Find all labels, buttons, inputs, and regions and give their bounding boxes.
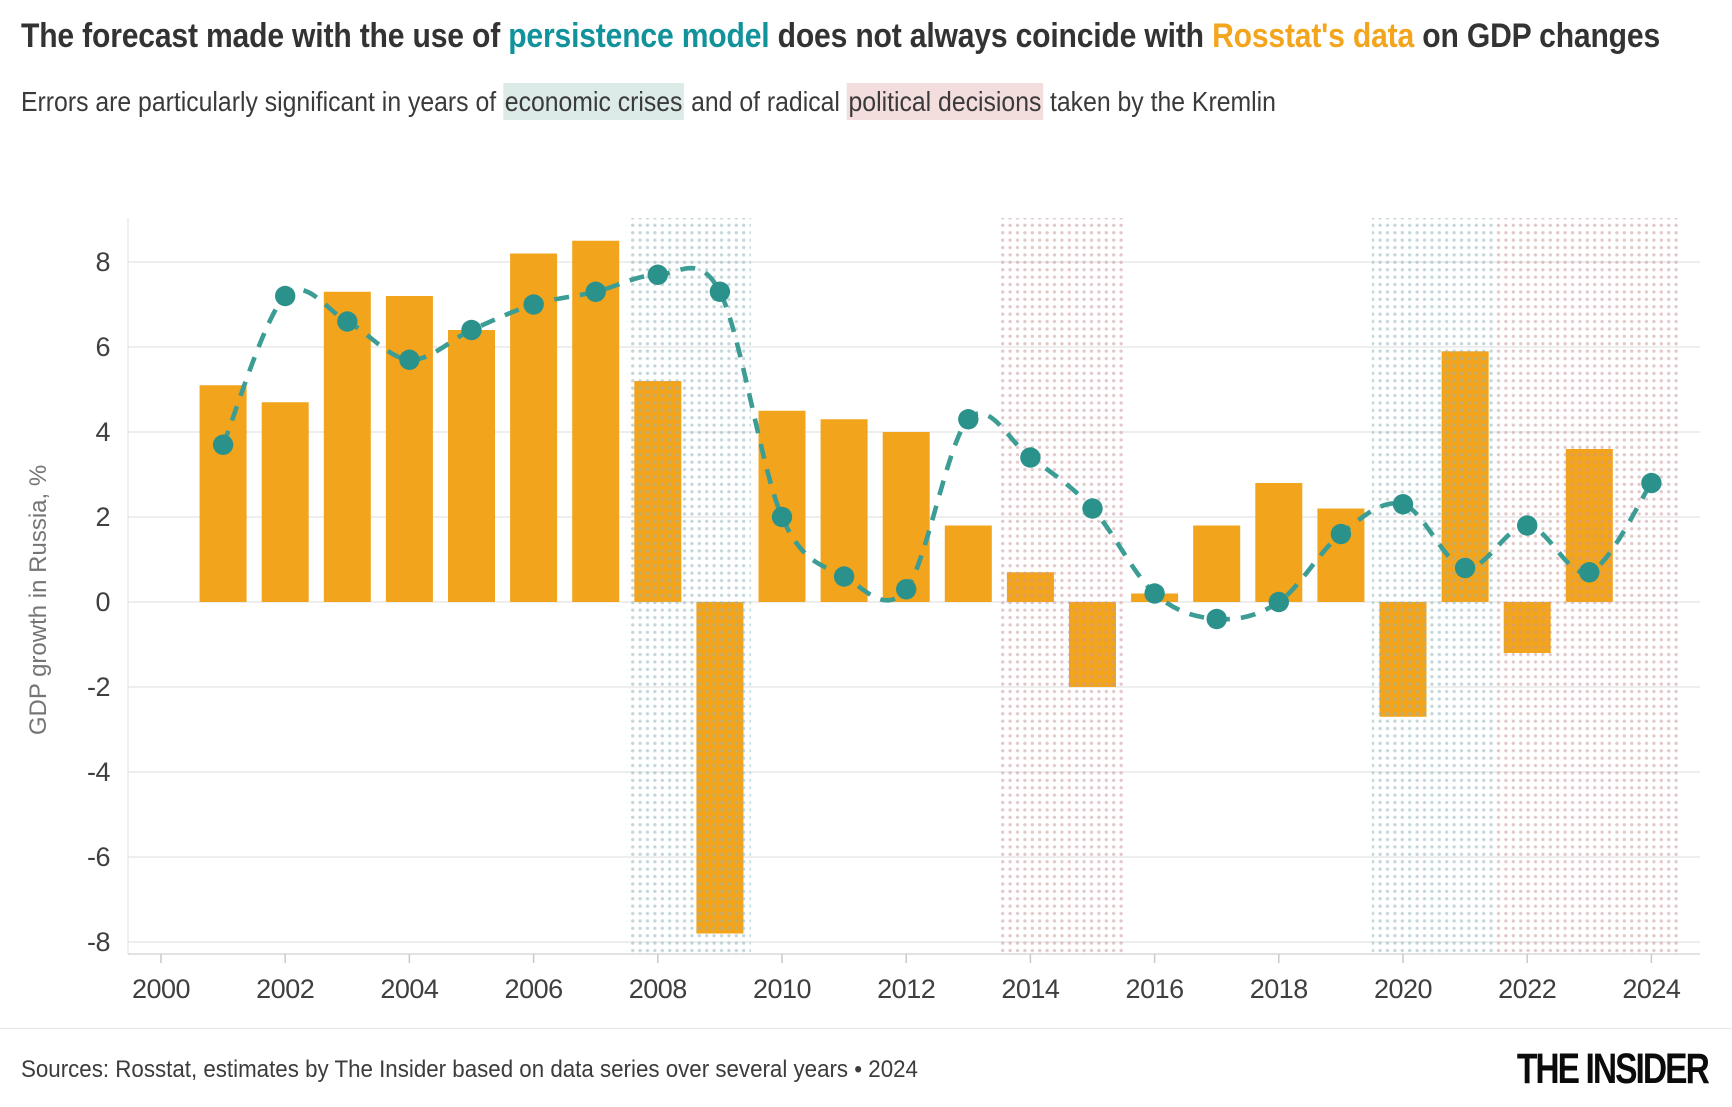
y-tick-label--6: -6	[87, 842, 110, 872]
forecast-point-2001	[212, 434, 234, 455]
x-tick-label-2018: 2018	[1250, 974, 1308, 1004]
x-tick-label-2024: 2024	[1622, 974, 1681, 1004]
y-tick-label--4: -4	[87, 757, 110, 787]
x-tick-label-2012: 2012	[877, 974, 935, 1004]
forecast-point-2003	[337, 311, 358, 332]
event-regions	[626, 218, 1680, 954]
forecast-point-2015	[1082, 498, 1103, 519]
forecast-point-2004	[399, 349, 420, 370]
title-text: does not always coincide with	[769, 17, 1213, 55]
bar-2004	[385, 296, 433, 602]
sources-text: Sources: Rosstat, estimates by The Insid…	[21, 1055, 918, 1083]
title-rosstat-data: Rosstat's data	[1212, 17, 1415, 55]
forecast-point-2009	[709, 281, 731, 302]
x-tick-label-2022: 2022	[1498, 974, 1556, 1004]
forecast-point-2006	[523, 294, 544, 315]
header: The forecast made with the use of persis…	[21, 12, 1732, 121]
forecast-point-2018	[1268, 591, 1290, 613]
forecast-point-2010	[771, 506, 793, 528]
y-tick-label-6: 6	[95, 332, 110, 362]
crisis-region-3	[1371, 218, 1497, 954]
bar-2010	[758, 410, 806, 602]
crisis-region-1	[626, 218, 751, 954]
x-tick-label-2016: 2016	[1126, 974, 1184, 1004]
bar-2012	[882, 432, 930, 602]
forecast-point-2022	[1517, 515, 1538, 536]
forecast-point-2020	[1392, 494, 1414, 515]
political-region-2	[999, 218, 1124, 954]
x-tick-label-2008: 2008	[629, 974, 687, 1004]
x-axis: 2000 2002 2004 2006 2008 2010 2012 2014 2016 2018…	[128, 953, 1700, 1004]
forecast-line-group	[212, 264, 1662, 630]
forecast-point-2023	[1579, 562, 1600, 583]
y-tick-label--2: -2	[87, 672, 110, 702]
political-region-4	[1496, 218, 1680, 954]
forecast-point-2021	[1454, 557, 1476, 579]
bar-2001	[199, 385, 247, 602]
the-insider-logo: THE INSIDER	[1516, 1045, 1710, 1093]
forecast-point-2002	[275, 285, 296, 307]
bar-2005	[448, 330, 495, 602]
x-tick-label-2020: 2020	[1374, 974, 1432, 1004]
x-tick-label-2006: 2006	[505, 974, 563, 1004]
title-text: The forecast made with the use of	[21, 17, 509, 55]
forecast-point-2013	[958, 409, 979, 430]
forecast-point-2007	[585, 281, 606, 302]
subtitle-economic-crises-highlight: economic crises	[503, 83, 685, 121]
y-tick-label-4: 4	[95, 417, 110, 447]
footer: Sources: Rosstat, estimates by The Insid…	[0, 1028, 1732, 1094]
subtitle-political-decisions-highlight: political decisions	[846, 83, 1044, 121]
bar-2003	[323, 291, 371, 602]
forecast-point-2008	[647, 264, 668, 285]
bar-2002	[261, 402, 309, 602]
y-tick-label-0: 0	[95, 587, 110, 617]
forecast-point-2017	[1206, 608, 1227, 630]
title-text: on GDP changes	[1414, 17, 1661, 55]
y-tick-label-2: 2	[95, 502, 110, 532]
x-tick-label-2014: 2014	[1001, 974, 1060, 1004]
x-tick-label-2010: 2010	[753, 974, 811, 1004]
x-tick-label-2000: 2000	[132, 974, 190, 1004]
forecast-point-2014	[1020, 447, 1041, 468]
bar-2017	[1193, 525, 1241, 602]
page-subtitle: Errors are particularly significant in y…	[21, 83, 1732, 121]
forecast-point-2019	[1330, 523, 1352, 545]
x-tick-label-2004: 2004	[380, 974, 439, 1004]
y-tick-label--8: -8	[87, 927, 110, 957]
subtitle-text: Errors are particularly significant in y…	[21, 86, 504, 118]
subtitle-text: taken by the Kremlin	[1043, 86, 1276, 118]
bar-2019	[1317, 508, 1365, 602]
forecast-point-2024	[1641, 472, 1662, 494]
bar-2018	[1255, 483, 1303, 602]
page-title: The forecast made with the use of persis…	[21, 12, 1732, 61]
forecast-point-2012	[896, 579, 917, 600]
forecast-point-2016	[1144, 583, 1165, 604]
title-persistence-model: persistence model	[508, 17, 770, 55]
x-tick-label-2002: 2002	[256, 974, 314, 1004]
subtitle-text: and of radical	[684, 86, 847, 118]
y-tick-label-8: 8	[95, 247, 110, 277]
y-axis-title: GDP growth in Russia, %	[25, 465, 52, 735]
gdp-chart-svg: 8 6 4 2 0 -2 -4 -6 -8 2000 2002 2004 2006 2008 2010 201…	[25, 218, 1700, 1004]
gdp-chart: 8 6 4 2 0 -2 -4 -6 -8 2000 2002 2004 2006 2008 2010 201…	[0, 192, 1732, 1007]
bar-2013	[944, 525, 992, 602]
forecast-point-2011	[833, 566, 855, 587]
forecast-point-2005	[461, 319, 482, 341]
